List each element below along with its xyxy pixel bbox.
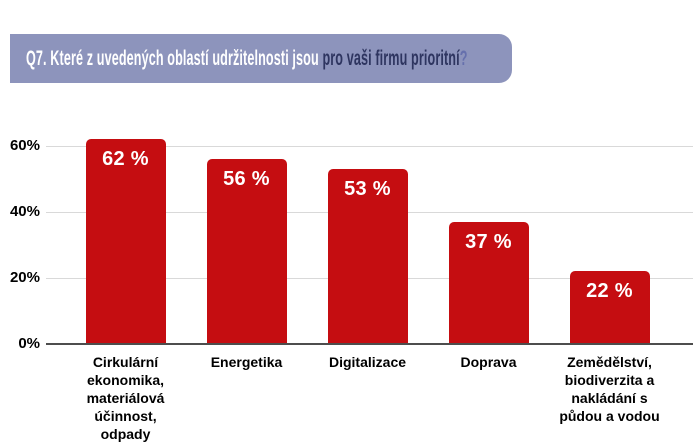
x-axis-line (46, 343, 693, 345)
y-axis-tick-40: 40% (9, 203, 40, 220)
bar-value-label: 37 % (465, 231, 512, 253)
bars-container: 62 % 56 % 53 % 37 % 22 % (65, 0, 670, 344)
bar: 37 % (448, 222, 529, 344)
x-axis-labels: Cirkulární ekonomika, materiálová účinno… (65, 353, 670, 443)
bar: 56 % (206, 159, 287, 344)
question-text-primary: Q7. Které z uvedených oblastí udržitelno… (26, 46, 323, 70)
question-text-highlight: pro vaši firmu prioritní (322, 46, 460, 70)
bar-value-label: 22 % (586, 280, 633, 302)
x-axis-label: Zemědělství, biodiverzita a nakládání s … (559, 354, 660, 424)
bar-column-3: 53 % (307, 169, 428, 344)
bar-value-label: 53 % (344, 178, 391, 200)
question-banner: Q7. Které z uvedených oblastí udržitelno… (10, 34, 512, 83)
x-axis-label: Digitalizace (328, 354, 407, 370)
bar-column-5: 22 % (549, 271, 670, 344)
bar-value-label: 56 % (223, 168, 270, 190)
x-axis-label: Cirkulární ekonomika, materiálová účinno… (86, 354, 165, 442)
y-axis-tick-0: 0% (18, 335, 40, 352)
x-axis-label: Doprava (460, 354, 517, 370)
y-axis-tick-60: 60% (9, 137, 40, 154)
bar: 53 % (327, 169, 408, 344)
x-axis-label: Energetika (210, 354, 283, 370)
question-title: Q7. Které z uvedených oblastí udržitelno… (26, 47, 468, 71)
y-axis-tick-20: 20% (9, 269, 40, 286)
bar: 22 % (569, 271, 650, 344)
question-mark: ? (459, 46, 468, 70)
gridline-60 (46, 146, 693, 147)
bar-column-1: 62 % (65, 139, 186, 344)
bar-value-label: 62 % (102, 148, 149, 170)
bar-column-2: 56 % (186, 159, 307, 344)
bar-column-4: 37 % (428, 222, 549, 344)
bar: 62 % (85, 139, 166, 344)
